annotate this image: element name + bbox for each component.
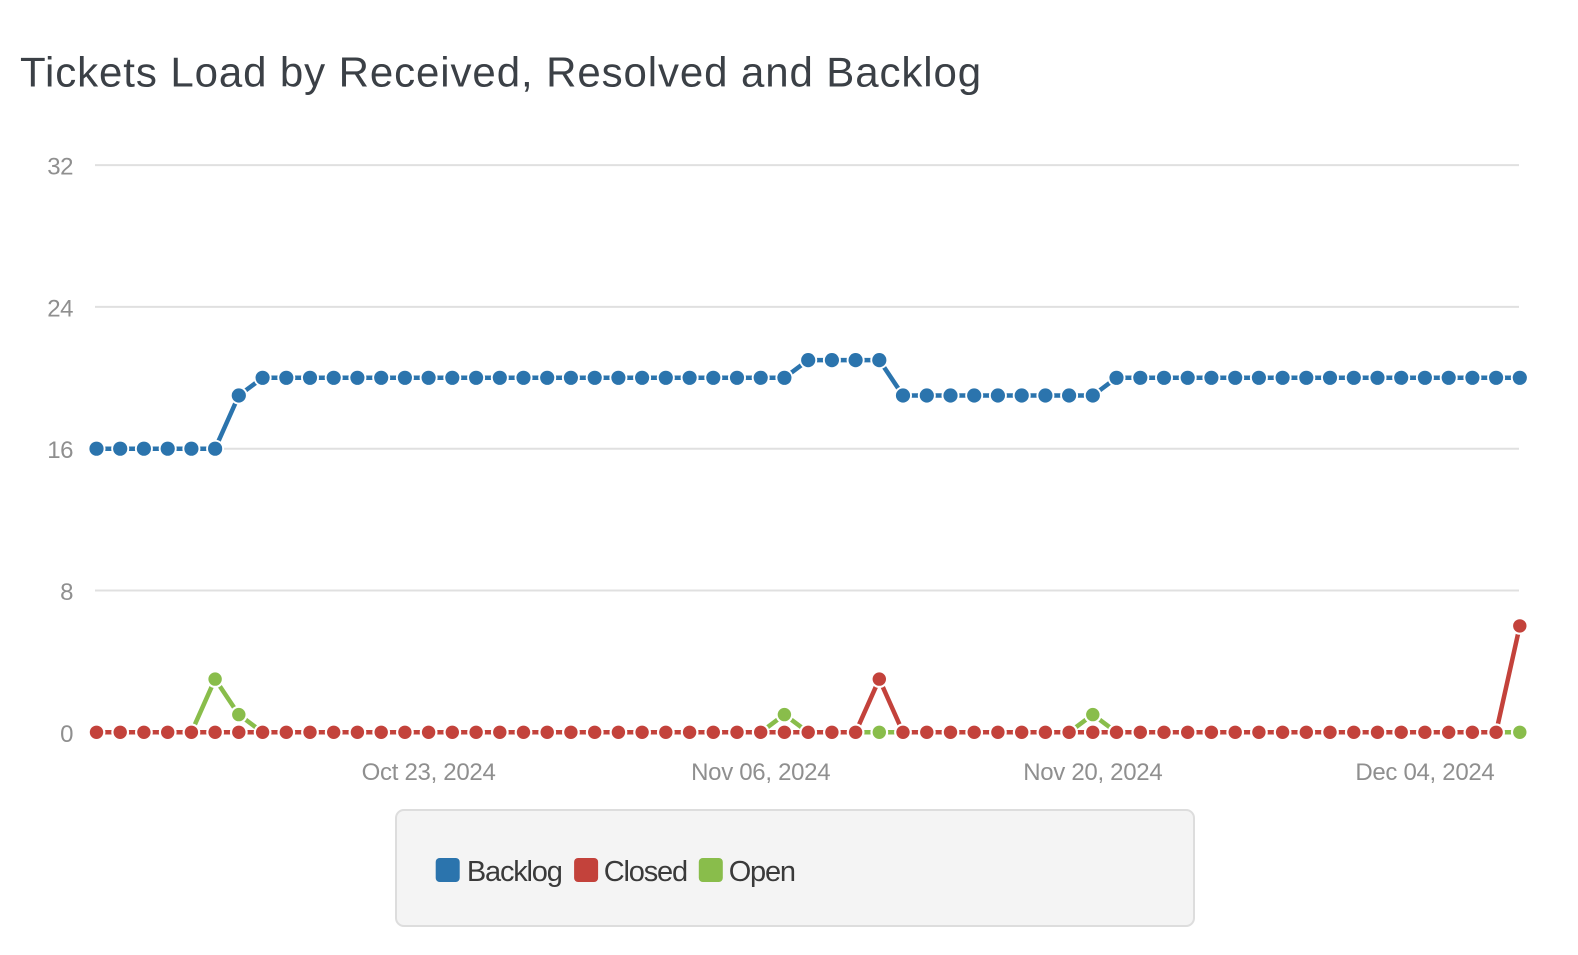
svg-text:Open: Open xyxy=(729,856,795,888)
svg-text:Oct 23, 2024: Oct 23, 2024 xyxy=(362,759,496,786)
svg-text:Closed: Closed xyxy=(604,856,687,888)
svg-text:0: 0 xyxy=(60,721,73,748)
svg-text:16: 16 xyxy=(47,437,73,464)
svg-text:Nov 06, 2024: Nov 06, 2024 xyxy=(691,759,830,786)
svg-text:32: 32 xyxy=(47,154,73,181)
svg-text:Nov 20, 2024: Nov 20, 2024 xyxy=(1023,759,1162,786)
svg-text:Dec 04, 2024: Dec 04, 2024 xyxy=(1355,759,1494,786)
svg-text:Backlog: Backlog xyxy=(467,856,562,888)
svg-text:8: 8 xyxy=(60,579,73,606)
svg-text:Tickets Load by Received, Reso: Tickets Load by Received, Resolved and B… xyxy=(20,49,982,96)
svg-text:24: 24 xyxy=(47,295,73,322)
